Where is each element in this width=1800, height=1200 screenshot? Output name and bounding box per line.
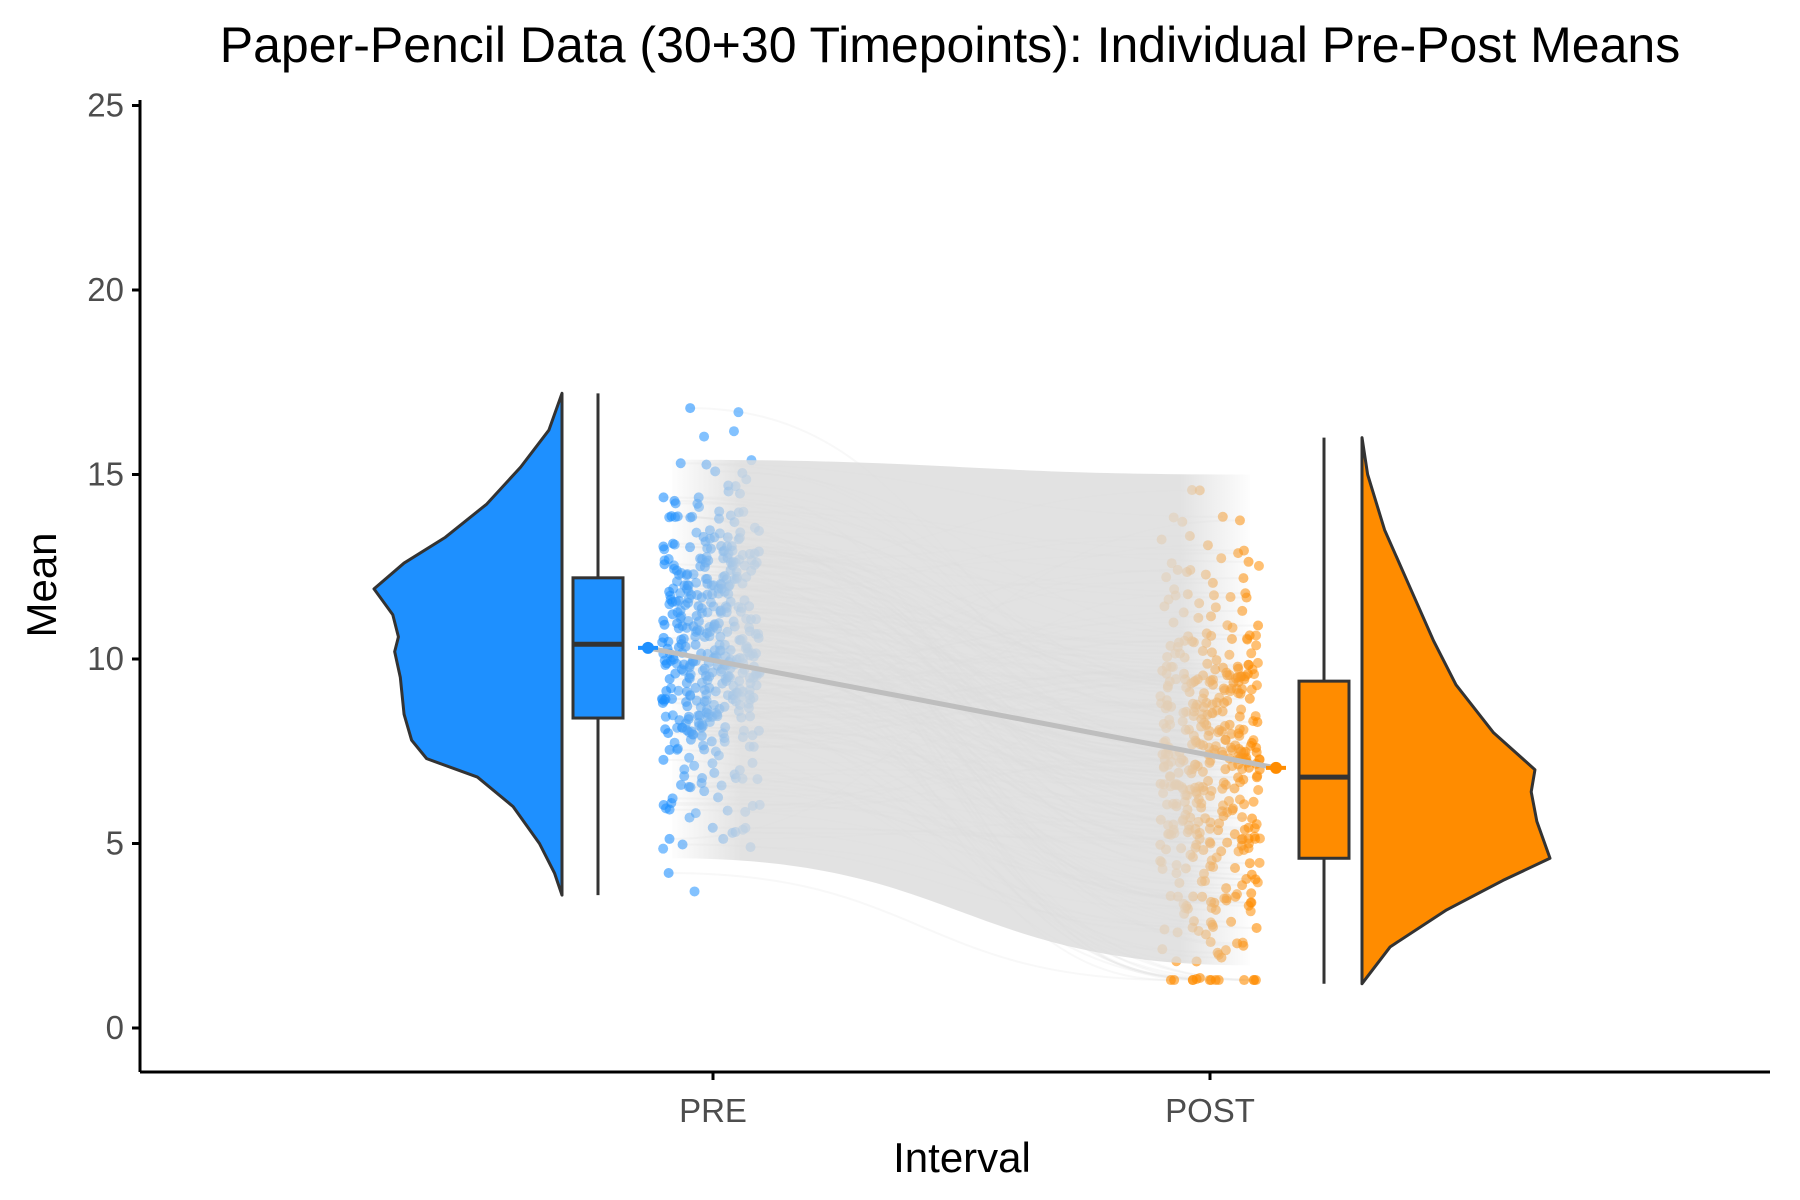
post-density	[1360, 436, 1552, 986]
post-point	[1251, 640, 1262, 651]
x-axis-ticks: PRE POST	[679, 1072, 1255, 1129]
post-point	[1251, 922, 1262, 933]
post-point	[1253, 560, 1264, 571]
pre-point	[685, 403, 696, 414]
mean-line	[647, 645, 1277, 771]
post-point	[1187, 975, 1198, 986]
post-point	[1252, 877, 1263, 888]
y-tick-label: 15	[87, 456, 124, 493]
pre-point	[661, 803, 672, 814]
post-point	[1250, 630, 1261, 641]
post-point	[1253, 784, 1264, 795]
post-box	[1297, 679, 1351, 860]
pre-point	[664, 512, 675, 523]
post-point	[1249, 823, 1260, 834]
post-point	[1239, 975, 1250, 986]
y-tick-label: 20	[87, 271, 124, 308]
y-axis-ticks: 0 5 10 15 20 25	[87, 87, 140, 1046]
post-point	[1249, 669, 1260, 680]
pre-density	[372, 391, 564, 897]
y-tick-label: 25	[87, 87, 124, 124]
pre-point	[659, 544, 670, 555]
pre-point	[733, 407, 744, 418]
post-point	[1169, 975, 1180, 986]
x-tick-label: POST	[1165, 1092, 1255, 1129]
connector-line	[668, 872, 1175, 982]
post-point	[1204, 975, 1215, 986]
pre-point	[663, 636, 674, 647]
pre-point	[689, 886, 700, 897]
pre-point	[663, 868, 674, 879]
pre-point	[658, 754, 669, 765]
post-point	[1252, 770, 1263, 781]
y-tick-label: 5	[106, 825, 124, 862]
x-axis-label: Interval	[893, 1134, 1031, 1181]
pre-point	[663, 553, 674, 564]
post-point	[1248, 716, 1259, 727]
post-point	[1253, 620, 1264, 631]
pre-point	[660, 724, 671, 735]
pre-point	[657, 693, 668, 704]
pre-point	[699, 431, 710, 442]
connector-band	[672, 459, 1250, 966]
plot-layer	[372, 391, 1552, 986]
post-point	[1249, 831, 1260, 842]
post-point	[1213, 975, 1224, 986]
post-point	[1254, 857, 1265, 868]
y-axis-label: Mean	[18, 532, 65, 637]
x-tick-label: PRE	[679, 1092, 747, 1129]
post-point	[1248, 796, 1259, 807]
pre-point	[658, 492, 669, 503]
pre-box	[571, 576, 625, 720]
chart-title: Paper-Pencil Data (30+30 Timepoints): In…	[220, 17, 1680, 73]
pre-point	[728, 426, 739, 437]
y-tick-label: 10	[87, 640, 124, 677]
y-tick-label: 0	[106, 1009, 124, 1046]
post-point	[1249, 975, 1260, 986]
pre-point	[658, 843, 669, 854]
pre-point	[658, 615, 669, 626]
